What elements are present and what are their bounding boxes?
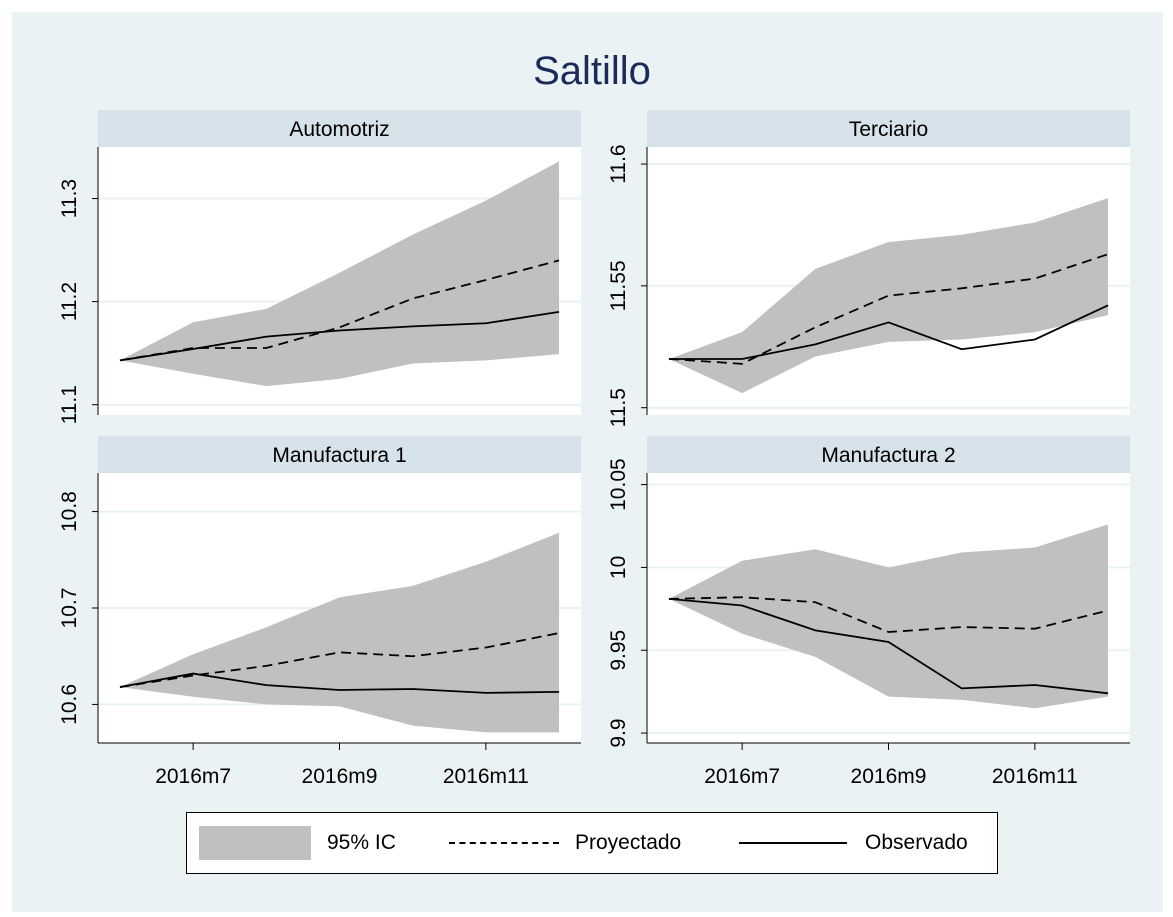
y-tick-label: 11.1: [58, 385, 81, 424]
y-tick-label: 10: [607, 556, 630, 579]
panel-terciario: Terciario 11.5 11.55 11.6: [607, 110, 1130, 427]
panel-title: Automotriz: [289, 118, 389, 141]
projected-line: [668, 253, 1109, 365]
chart-title: Saltillo: [533, 49, 651, 93]
y-tick-label: 11.3: [58, 179, 81, 218]
y-tick-label: 11.2: [58, 282, 81, 321]
projected-line: [119, 259, 560, 362]
panel-strip: [98, 436, 581, 473]
observed-line: [119, 672, 560, 694]
legend-observed-swatch: [739, 842, 847, 844]
ci-band: [119, 161, 560, 387]
ci-band: [668, 524, 1109, 709]
x-tick-label: 2016m7: [704, 765, 780, 788]
ci-band: [668, 198, 1109, 394]
panel-title: Terciario: [849, 118, 928, 141]
observed-line: [668, 597, 1109, 695]
legend-ci-label: 95% IC: [327, 831, 396, 854]
panel-title: Manufactura 1: [272, 444, 406, 467]
y-tick-label: 11.6: [607, 144, 630, 183]
ci-band: [119, 532, 560, 733]
y-tick-label: 10.05: [607, 458, 630, 511]
x-tick-label: 2016m11: [992, 765, 1078, 788]
projected-line: [119, 632, 560, 688]
observed-line: [668, 304, 1109, 360]
observed-line: [119, 311, 560, 362]
panel-title: Manufactura 2: [821, 444, 955, 467]
legend-observed-label: Observado: [865, 831, 968, 854]
y-tick-label: 11.5: [607, 388, 630, 427]
legend-projected-label: Proyectado: [575, 831, 682, 854]
y-tick-label: 11.55: [607, 260, 630, 311]
x-tick-label: 2016m7: [155, 765, 231, 788]
y-tick-label: 10.7: [58, 588, 81, 629]
legend-ci-swatch: [199, 826, 311, 860]
panel-manufactura-2: Manufactura 2 9.9 9.95 10 10.05 2016m7 2016m9 2…: [607, 436, 1130, 788]
y-tick-label: 9.9: [607, 718, 630, 747]
panel-automotriz: Automotriz 11.1 11.2 11.3: [58, 110, 581, 424]
legend: 95% IC Proyectado Observado: [186, 812, 998, 874]
x-tick-label: 2016m11: [443, 765, 529, 788]
y-tick-label: 10.8: [58, 491, 81, 532]
y-tick-label: 10.6: [58, 684, 81, 725]
y-tick-label: 9.95: [607, 630, 630, 671]
projected-line: [668, 596, 1109, 633]
panel-manufactura-1: Manufactura 1 10.6 10.7 10.8 2016m7 2016m9 201…: [58, 436, 581, 788]
x-tick-label: 2016m9: [302, 765, 378, 788]
panel-strip: [647, 110, 1130, 147]
legend-projected-swatch: [449, 842, 559, 844]
x-tick-label: 2016m9: [851, 765, 927, 788]
panel-strip: [647, 436, 1130, 473]
panel-strip: [98, 110, 581, 147]
